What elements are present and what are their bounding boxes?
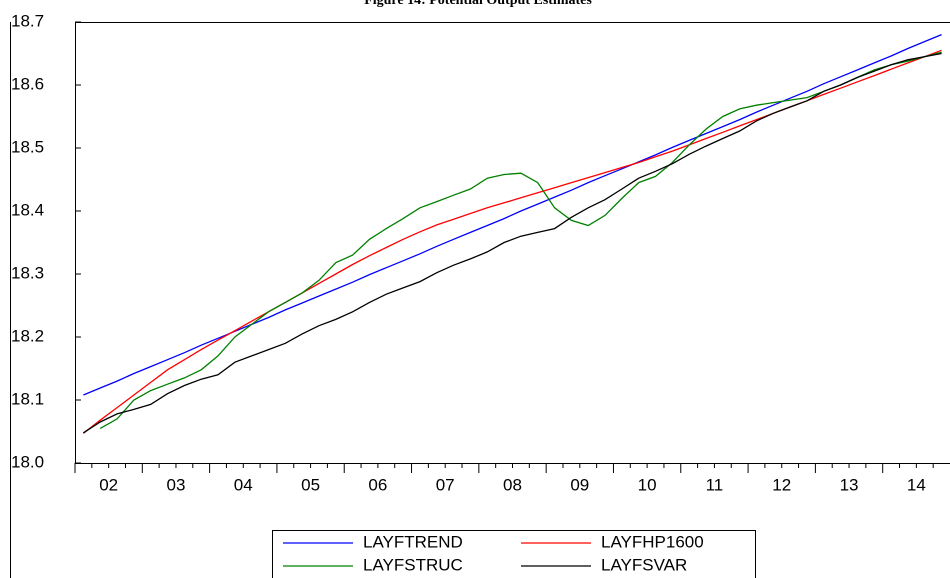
x-tick-label: 02: [99, 475, 118, 494]
y-tick-label: 18.5: [11, 137, 44, 156]
x-tick-label: 03: [167, 475, 186, 494]
y-tick-label: 18.1: [11, 389, 44, 408]
series-line: [83, 33, 942, 396]
legend: [272, 530, 756, 578]
y-tick-label: 18.3: [11, 263, 44, 282]
y-tick-label: 18.7: [11, 11, 44, 30]
x-tick-label: 13: [840, 475, 859, 494]
x-tick-label: 12: [772, 475, 791, 494]
legend-label: LAYFHP1600: [601, 532, 704, 551]
legend-label: LAYFSTRUC: [363, 555, 463, 574]
x-tick-label: 08: [503, 475, 522, 494]
x-tick-label: 07: [436, 475, 455, 494]
series-line: [99, 51, 942, 429]
x-tick-label: 14: [907, 475, 926, 494]
y-tick-label: 18.2: [11, 326, 44, 345]
chart-title: Figure 14: Potential Output Estimates: [364, 0, 592, 8]
y-tick-label: 18.0: [11, 452, 44, 471]
x-tick-label: 05: [301, 475, 320, 494]
y-tick-label: 18.4: [11, 200, 44, 219]
legend-label: LAYFTREND: [363, 532, 463, 551]
x-tick-label: 10: [638, 475, 657, 494]
x-tick-label: 11: [706, 475, 724, 494]
x-tick-label: 04: [234, 475, 253, 494]
plot-frame: [75, 22, 950, 464]
x-tick-label: 09: [570, 475, 589, 494]
legend-label: LAYFSVAR: [601, 555, 687, 574]
x-tick-label: 06: [368, 475, 387, 494]
y-tick-label: 18.6: [11, 74, 44, 93]
series-line: [83, 52, 942, 434]
